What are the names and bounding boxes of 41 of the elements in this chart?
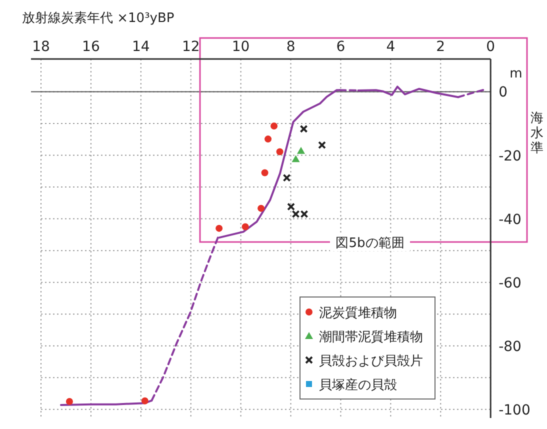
- x-tick-label: 4: [386, 39, 396, 55]
- point: [270, 122, 278, 130]
- y-tick-label: -40: [498, 212, 522, 228]
- point: [292, 155, 300, 162]
- point: [292, 210, 300, 218]
- text: m: [510, 66, 522, 82]
- point: [282, 174, 291, 182]
- y-axis-title: 海水準: [530, 111, 544, 156]
- point: [300, 124, 308, 133]
- y-tick-label: -60: [498, 275, 522, 292]
- x-tick-label: 8: [286, 39, 296, 55]
- point: [287, 202, 296, 211]
- y-tick-label: 0: [498, 84, 508, 101]
- x-tick-label: 18: [32, 39, 50, 55]
- legend-label: 潮間帯泥質堆積物: [319, 330, 423, 345]
- point: [264, 136, 272, 143]
- legend-label: 貝塚産の貝殻: [319, 377, 397, 393]
- x-tick-label: 2: [436, 39, 446, 55]
- x-tick-label: 0: [486, 39, 496, 55]
- point: [141, 397, 148, 404]
- point: [242, 223, 249, 230]
- point: [258, 204, 265, 212]
- point: [300, 210, 308, 218]
- x-tick-label: 12: [182, 39, 200, 55]
- x-tick-label: 6: [336, 39, 346, 55]
- x-tick-label: 10: [232, 39, 250, 55]
- point: [66, 398, 73, 405]
- y-tick-label: -80: [498, 338, 522, 355]
- point: [276, 148, 284, 156]
- point: [297, 146, 306, 154]
- chart-title: 放射線炭素年代 ×10³yBP: [22, 11, 174, 26]
- x-tick-label: 16: [82, 39, 100, 55]
- legend-label: 泥炭質堆積物: [319, 306, 397, 321]
- y-tick-label: -20: [498, 148, 522, 164]
- point: [318, 141, 326, 150]
- y-tick-label: -100: [498, 402, 530, 418]
- point: [261, 169, 268, 176]
- point: [216, 224, 223, 232]
- legend-label: 貝殻および貝殻片: [319, 354, 423, 369]
- x-tick-label: 14: [132, 39, 150, 55]
- annotation: 図5bの範囲: [336, 236, 404, 251]
